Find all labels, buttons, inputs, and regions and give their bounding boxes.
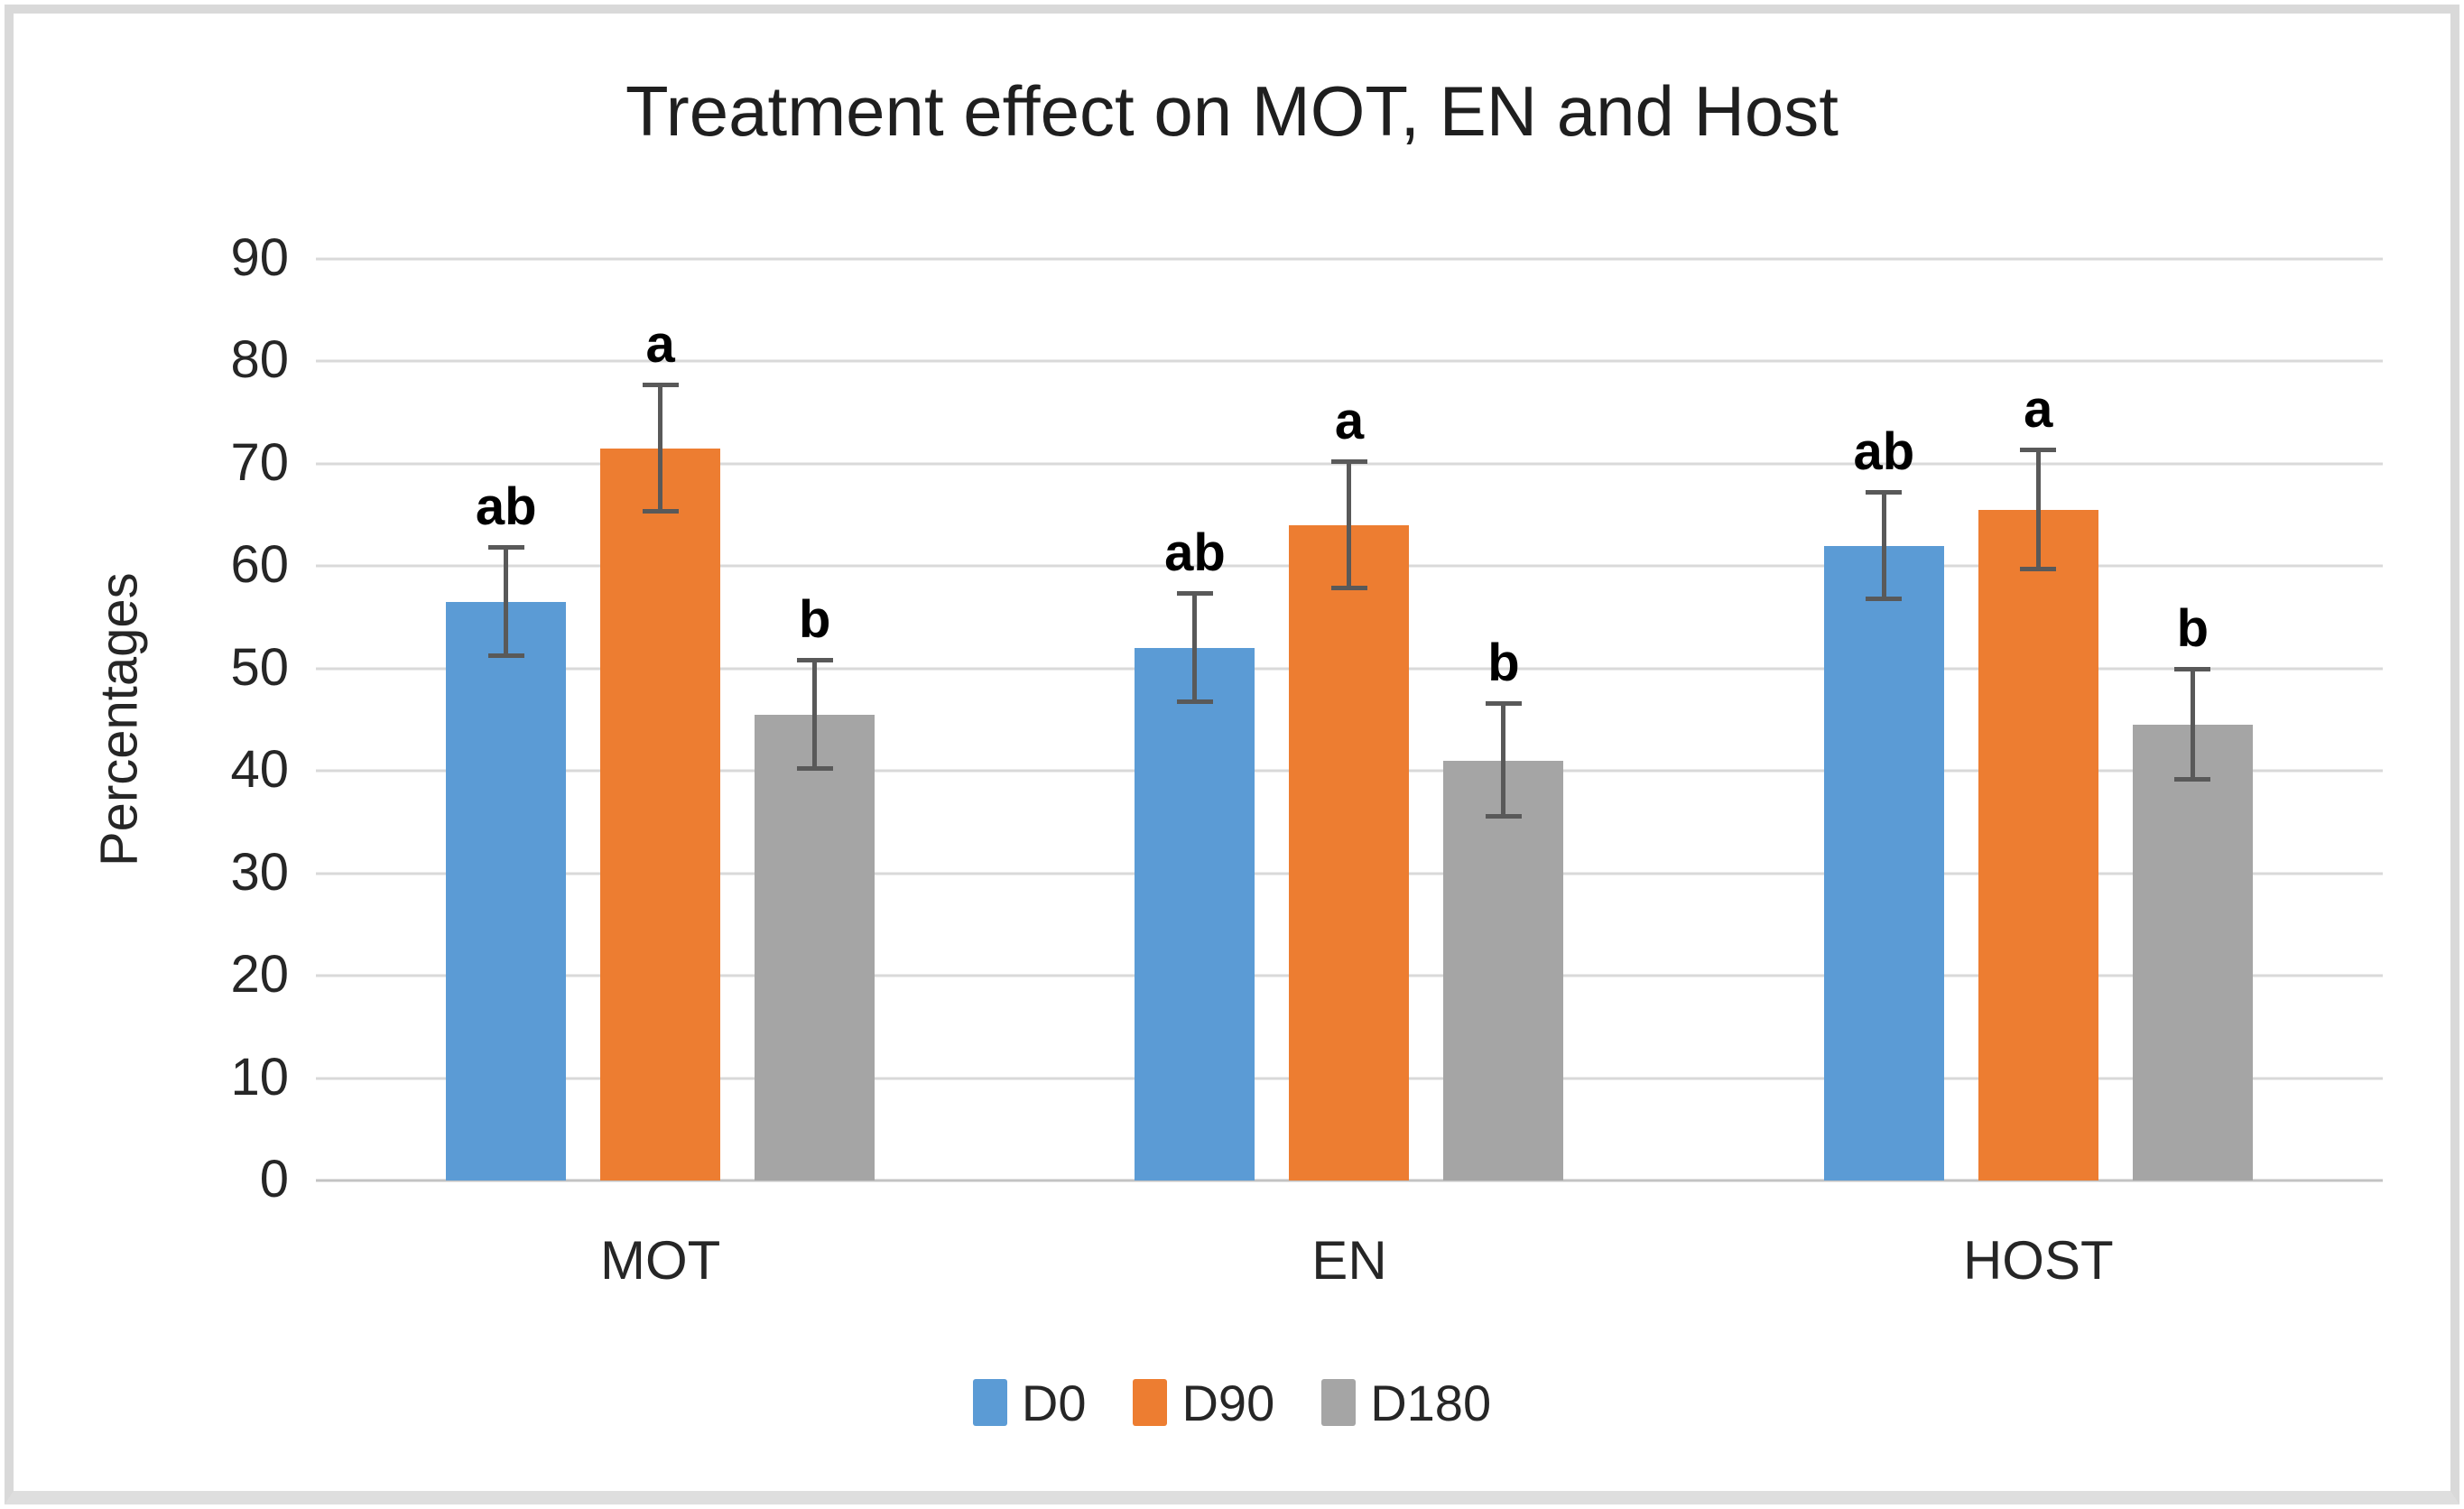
error-bar [2190, 669, 2195, 781]
plot-area: ab a b ab a b ab a b [316, 257, 2383, 1182]
gridline [316, 1179, 2383, 1182]
significance-letter: b [798, 589, 831, 649]
significance-letter: b [2176, 598, 2209, 658]
bar-d90-host [1978, 509, 2098, 1180]
y-tick-label: 80 [230, 330, 289, 390]
bar-d180-en [1443, 760, 1564, 1180]
error-bar-cap-top [1330, 458, 1367, 464]
bar-group-mot: ab a b [316, 259, 1005, 1180]
y-tick-label: 50 [230, 637, 289, 697]
chart-title: Treatment effect on MOT, EN and Host [625, 71, 1839, 151]
significance-letter: a [645, 314, 675, 374]
bar-d90-en [1289, 524, 1410, 1180]
bar-d90-mot [600, 448, 721, 1180]
error-bar [1881, 492, 1886, 599]
error-bar [658, 384, 663, 513]
bar-slot-d180-en: b [1443, 259, 1564, 1180]
bar-d180-mot [755, 714, 875, 1180]
bar-slot-d90-host: a [1978, 259, 2098, 1180]
legend-item-d180: D180 [1321, 1374, 1491, 1432]
error-bar-cap-top [1176, 590, 1213, 596]
error-bar-cap-top [796, 657, 833, 662]
significance-letter: a [1334, 391, 1365, 450]
significance-letter: b [1487, 634, 1520, 693]
legend-label-d180: D180 [1370, 1374, 1492, 1431]
error-bar-cap-top [487, 544, 524, 550]
y-tick-label: 60 [230, 535, 289, 595]
x-category-label-host: HOST [1962, 1230, 2114, 1291]
x-category-label-mot: MOT [600, 1230, 721, 1291]
bar-slot-d180-mot: b [755, 259, 875, 1180]
y-tick-label: 70 [230, 433, 289, 493]
error-bar-cap-bottom [1330, 586, 1367, 591]
y-tick-label: 90 [230, 228, 289, 288]
legend: D0 D90 D180 [0, 1365, 2464, 1440]
error-bar-cap-bottom [487, 653, 524, 659]
bar-slot-d0-host: ab [1823, 259, 1944, 1180]
y-tick-label: 40 [230, 740, 289, 800]
error-bar-cap-bottom [1176, 699, 1213, 705]
bar-d0-mot [446, 602, 567, 1180]
error-bar [1192, 593, 1198, 703]
error-bar-cap-top [2020, 448, 2057, 453]
bar-slot-d180-host: b [2132, 259, 2253, 1180]
error-bar-cap-top [642, 382, 679, 387]
y-tick-label: 30 [230, 842, 289, 902]
x-axis-labels: MOT EN HOST [316, 1229, 2383, 1292]
error-bar-cap-top [1485, 701, 1522, 707]
y-tick-label: 20 [230, 945, 289, 1004]
significance-letter: ab [1164, 523, 1226, 582]
error-bar-cap-bottom [2174, 777, 2211, 782]
error-bar-cap-bottom [1485, 814, 1522, 819]
bar-groups: ab a b ab a b ab a b [316, 259, 2383, 1180]
error-bar [1347, 461, 1352, 589]
legend-swatch-d180 [1321, 1379, 1357, 1426]
error-bar [1501, 704, 1506, 818]
y-tick-label: 0 [259, 1150, 289, 1209]
legend-item-d0: D0 [972, 1374, 1087, 1432]
y-tick-label: 10 [230, 1047, 289, 1106]
legend-item-d90: D90 [1133, 1374, 1274, 1432]
gridline [316, 257, 2383, 261]
error-bar-cap-bottom [642, 509, 679, 514]
error-bar-cap-top [2174, 666, 2211, 671]
significance-letter: ab [475, 477, 537, 536]
bar-slot-d90-en: a [1289, 259, 1410, 1180]
bar-slot-d0-en: ab [1135, 259, 1255, 1180]
legend-label-d90: D90 [1181, 1374, 1275, 1431]
significance-letter: a [2024, 380, 2053, 440]
significance-letter: ab [1853, 421, 1915, 481]
legend-label-d0: D0 [1021, 1374, 1087, 1431]
y-axis-ticks: 90 80 70 60 50 40 30 20 10 0 [135, 228, 289, 1208]
error-bar-cap-bottom [1866, 596, 1903, 601]
bar-d0-en [1135, 648, 1255, 1180]
bar-group-en: ab a b [1005, 259, 1693, 1180]
error-bar-cap-top [1866, 489, 1903, 495]
gridline [316, 359, 2383, 363]
legend-swatch-d0 [972, 1379, 1007, 1426]
error-bar [504, 547, 509, 657]
error-bar-cap-bottom [2020, 566, 2057, 571]
error-bar [2035, 450, 2041, 569]
x-category-label-en: EN [1311, 1230, 1387, 1291]
bar-d0-host [1823, 545, 1944, 1180]
bar-slot-d0-mot: ab [446, 259, 567, 1180]
bar-d180-host [2132, 725, 2253, 1180]
error-bar [812, 660, 818, 769]
bar-slot-d90-mot: a [600, 259, 721, 1180]
legend-swatch-d90 [1133, 1379, 1168, 1426]
bar-group-host: ab a b [1694, 259, 2383, 1180]
error-bar-cap-bottom [796, 765, 833, 771]
